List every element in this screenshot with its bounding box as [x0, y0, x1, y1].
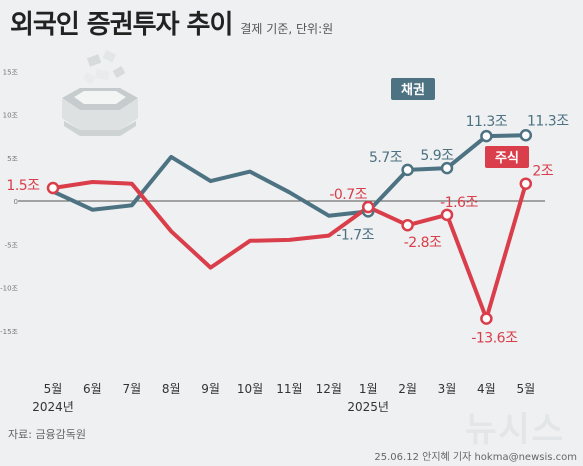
legend-box-bond [391, 78, 435, 100]
x-tick-label: 4월 [477, 382, 496, 396]
data-label: 5.7조 [369, 150, 403, 166]
x-tick-label: 2월 [398, 382, 417, 396]
point-marker-bond [519, 129, 533, 142]
x-tick-label: 11월 [276, 382, 302, 396]
data-label: -1.6조 [440, 195, 478, 211]
source-note: 자료: 금융감독원 [8, 428, 87, 441]
point-marker-stock [401, 218, 414, 232]
year-label: 2024년 [32, 400, 74, 414]
x-tick-label: 9월 [201, 382, 220, 396]
data-label: 11.3조 [466, 114, 508, 130]
credit-line: 25.06.12 안지혜 기자 hokma@newsis.com [374, 452, 577, 463]
point-marker-stock [480, 312, 493, 325]
legend-label: 채권 [401, 83, 425, 98]
y-tick-label: 10조 [3, 112, 19, 120]
x-tick-label: 12월 [316, 382, 342, 396]
point-marker-bond [401, 163, 414, 177]
data-label: 5.9조 [420, 148, 454, 164]
x-tick-label: 7월 [122, 382, 141, 396]
x-tick-label: 5월 [516, 382, 535, 396]
point-marker-stock [46, 181, 60, 195]
data-label: -1.7조 [336, 227, 374, 243]
point-marker-stock [361, 200, 375, 214]
year-label: 2025년 [347, 400, 389, 414]
x-tick-label: 3월 [438, 382, 457, 396]
data-label: -2.8조 [404, 235, 442, 251]
y-tick-label: 0 [14, 198, 18, 206]
legend-box-stock [485, 146, 529, 168]
y-tick-label: 15조 [3, 68, 19, 76]
legend-label: 주식 [495, 150, 519, 166]
point-marker-bond [440, 161, 454, 175]
x-tick-label: 8월 [162, 382, 181, 396]
point-marker-stock [440, 208, 454, 222]
x-tick-label: 10월 [237, 382, 263, 396]
data-label: 2조 [532, 164, 553, 180]
chart-subtitle: 결제 기준, 단위:원 [240, 22, 334, 36]
x-tick-label: 5월 [44, 382, 63, 396]
coin-pile-icon [62, 49, 138, 136]
point-marker-stock [519, 177, 533, 190]
y-tick-label: -5조 [5, 241, 19, 249]
chart-title: 외국인 증권투자 추이 [10, 10, 233, 40]
x-tick-label: 1월 [359, 382, 378, 396]
data-label: -0.7조 [329, 187, 367, 203]
y-tick-label: -10조 [0, 285, 18, 293]
y-tick-label: 5조 [7, 155, 18, 163]
x-tick-label: 6월 [83, 382, 102, 396]
y-tick-label: -15조 [0, 328, 18, 336]
watermark: 뉴시스 [465, 410, 565, 450]
data-label: 11.3조 [527, 113, 569, 129]
line-chart: 15조 10조 5조 0 -5조 -10조 -15조 5월 6월 7월 8월 9월 10월 11월 12월 1… [0, 49, 570, 414]
data-label: -13.6조 [471, 331, 518, 347]
data-label: 1.5조 [6, 178, 40, 194]
point-marker-bond [480, 129, 493, 143]
title-block: 외국인 증권투자 추이 결제 기준, 단위:원 [10, 4, 333, 40]
